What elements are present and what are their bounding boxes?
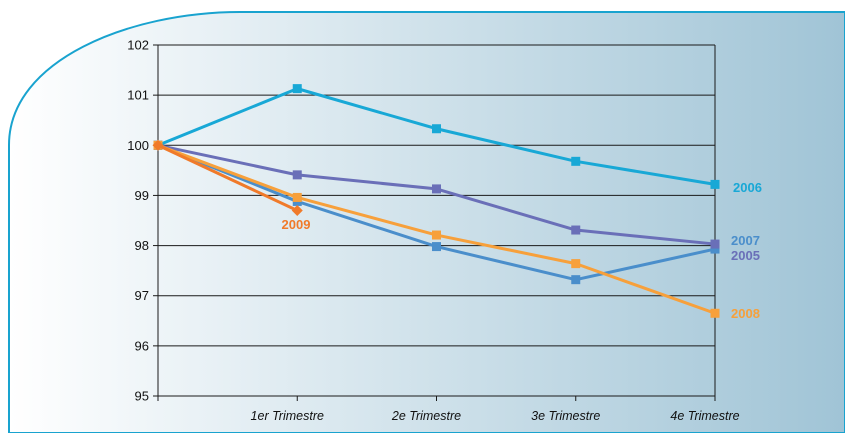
y-tick-label: 97 bbox=[135, 288, 149, 303]
y-tick-label: 98 bbox=[135, 238, 149, 253]
data-point-2009 bbox=[291, 204, 303, 216]
data-point-2006 bbox=[571, 156, 581, 166]
data-point-2005 bbox=[710, 239, 720, 249]
data-point-2007 bbox=[571, 275, 581, 285]
chart-panel bbox=[8, 11, 845, 433]
series-label-2008: 2008 bbox=[731, 306, 760, 321]
x-tick-label: 3e Trimestre bbox=[531, 409, 600, 423]
data-point-2007 bbox=[432, 242, 441, 252]
data-point-2009 bbox=[152, 139, 164, 151]
y-tick-label: 102 bbox=[127, 38, 149, 53]
x-tick-label: 1er Trimestre bbox=[251, 409, 324, 423]
data-point-2005 bbox=[432, 184, 441, 194]
data-point-2008 bbox=[292, 192, 302, 202]
data-point-2008 bbox=[432, 230, 441, 240]
y-tick-label: 100 bbox=[127, 138, 149, 153]
data-point-2007 bbox=[710, 244, 720, 254]
y-tick-label: 95 bbox=[135, 389, 149, 404]
series-label-2009: 2009 bbox=[282, 217, 311, 232]
data-point-2006 bbox=[292, 84, 302, 94]
series-label-2005: 2005 bbox=[731, 248, 760, 263]
y-tick-label: 96 bbox=[135, 338, 149, 353]
series-label-2006: 2006 bbox=[733, 180, 762, 195]
data-point-2006 bbox=[710, 179, 720, 189]
series-line-2009 bbox=[157, 143, 298, 212]
series-label-2007: 2007 bbox=[731, 233, 760, 248]
y-tick-label: 101 bbox=[127, 88, 149, 103]
data-point-2005 bbox=[571, 225, 581, 235]
data-point-2005 bbox=[292, 170, 302, 180]
x-tick-label: 2e Trimestre bbox=[391, 409, 461, 423]
data-point-2006 bbox=[432, 124, 441, 134]
x-tick-label: 4e Trimestre bbox=[670, 409, 739, 423]
y-tick-label: 99 bbox=[135, 188, 149, 203]
data-point-2008 bbox=[571, 259, 581, 269]
data-point-2008 bbox=[710, 308, 720, 318]
